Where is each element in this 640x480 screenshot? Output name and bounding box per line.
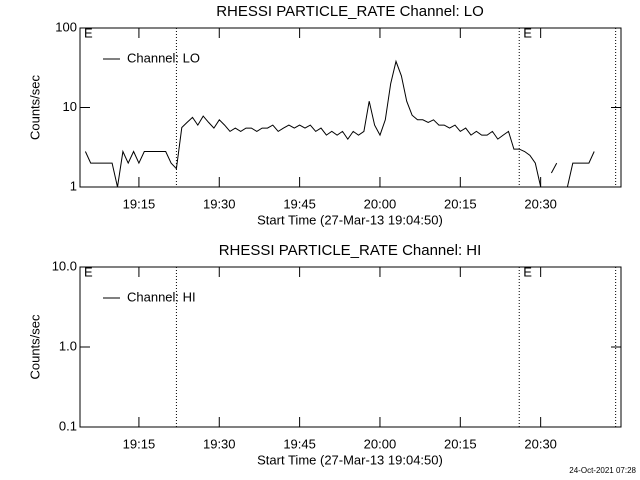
footer: 24-Oct-2021 07:28 — [569, 466, 636, 475]
event-label: E — [84, 264, 93, 279]
x-tick-label: 19:30 — [203, 196, 236, 211]
event-label: E — [523, 264, 532, 279]
chart-title: RHESSI PARTICLE_RATE Channel: LO — [216, 3, 484, 20]
legend-label: Channel: LO — [127, 50, 200, 65]
y-tick-label: 1.0 — [59, 338, 77, 353]
y-tick-label: 10 — [63, 99, 77, 114]
x-tick-label: 20:30 — [524, 436, 557, 451]
x-tick-label: 19:15 — [123, 196, 156, 211]
x-tick-label: 20:00 — [364, 436, 397, 451]
x-tick-label: 19:45 — [283, 196, 316, 211]
y-tick-label: 100 — [55, 19, 77, 34]
x-tick-label: 20:15 — [444, 436, 477, 451]
x-tick-label: 20:30 — [524, 196, 557, 211]
event-label: E — [523, 25, 532, 40]
legend-label: Channel: HI — [127, 289, 196, 304]
x-tick-label: 19:30 — [203, 436, 236, 451]
y-axis-label: Counts/sec — [27, 74, 42, 140]
chart-title: RHESSI PARTICLE_RATE Channel: HI — [219, 242, 482, 259]
y-tick-label: 10.0 — [52, 258, 77, 273]
x-axis-label: Start Time (27-Mar-13 19:04:50) — [257, 452, 443, 467]
x-tick-label: 20:15 — [444, 196, 477, 211]
x-tick-label: 20:00 — [364, 196, 397, 211]
y-tick-label: 0.1 — [59, 418, 77, 433]
x-axis-label: Start Time (27-Mar-13 19:04:50) — [257, 212, 443, 227]
event-label: E — [84, 25, 93, 40]
y-axis-label: Counts/sec — [27, 314, 42, 380]
x-tick-label: 19:15 — [123, 436, 156, 451]
data-line — [84, 59, 595, 187]
x-tick-label: 19:45 — [283, 436, 316, 451]
y-tick-label: 1 — [70, 178, 77, 193]
